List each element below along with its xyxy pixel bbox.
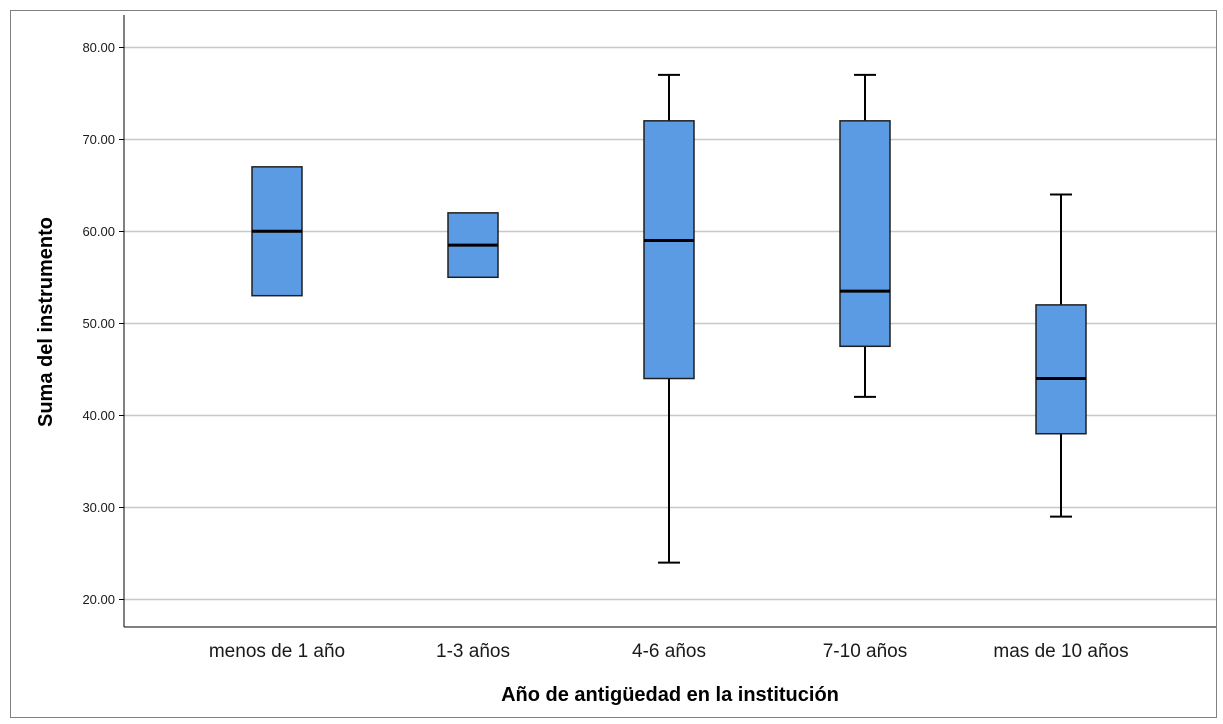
x-tick-label: 1-3 años: [436, 641, 510, 662]
x-axis-title: Año de antigüedad en la institución: [501, 684, 839, 706]
box-2: [447, 212, 499, 279]
x-tick-labels: menos de 1 año 1-3 años 4-6 años 7-10 años m…: [209, 641, 1129, 662]
chart-border: [10, 10, 1217, 718]
boxes: [251, 73, 1087, 564]
y-tick-label: 60.00: [82, 224, 115, 239]
y-tick-label: 20.00: [82, 592, 115, 607]
y-axis-title: Suma del instrumento: [35, 217, 57, 427]
x-tick-label: 4-6 años: [632, 641, 706, 662]
iqr-box: [643, 120, 695, 380]
y-tick-label: 80.00: [82, 40, 115, 55]
y-tick-label: 40.00: [82, 408, 115, 423]
box-4: [839, 73, 891, 398]
y-tick-label: 50.00: [82, 316, 115, 331]
x-tick-label: 7-10 años: [823, 641, 908, 662]
y-tick-label: 30.00: [82, 500, 115, 515]
iqr-box: [1035, 304, 1087, 435]
box-1: [251, 166, 303, 297]
y-tick-labels: 20.00 30.00 40.00 50.00 60.00 70.00 80.00: [82, 40, 115, 607]
box-3: [643, 73, 695, 564]
box-5: [1035, 193, 1087, 518]
x-tick-label: mas de 10 años: [993, 641, 1128, 662]
y-tick-label: 70.00: [82, 132, 115, 147]
x-tick-label: menos de 1 año: [209, 641, 345, 662]
axes: [123, 15, 1216, 628]
iqr-box: [839, 120, 891, 348]
